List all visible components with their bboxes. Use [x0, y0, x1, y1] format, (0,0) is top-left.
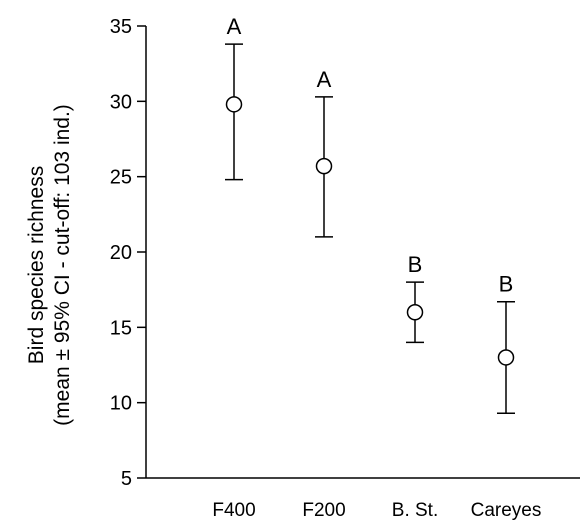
plot-area: 5 10 15 20 25 30 35 F400 F200 B. St. Careyes A A B B — [110, 14, 580, 521]
y-tick-label: 25 — [110, 167, 132, 189]
mean-point — [225, 96, 243, 113]
group-letter-label: B — [408, 252, 423, 277]
y-axis-label-line2: (mean ± 95% CI - cut-off: 103 ind.) — [51, 104, 74, 426]
mean-point — [406, 304, 424, 321]
x-tick-label: F400 — [212, 500, 255, 521]
x-tick-label: Careyes — [471, 500, 542, 521]
group-letter-label: A — [317, 67, 332, 92]
y-tick-label: 15 — [110, 317, 132, 339]
mean-point — [315, 157, 333, 175]
y-axis-label-line1: Bird species richness — [25, 166, 48, 364]
x-tick-label: F200 — [302, 500, 345, 521]
y-tick-label: 30 — [110, 91, 132, 113]
y-axis-title: Bird species richness (mean ± 95% CI - c… — [25, 104, 74, 426]
y-tick-label: 10 — [110, 393, 132, 415]
y-tick-label: 35 — [110, 16, 132, 38]
y-tick-label: 5 — [121, 468, 132, 490]
group-letter-label: A — [227, 14, 242, 39]
y-tick-label: 20 — [110, 242, 132, 264]
mean-point — [497, 349, 515, 366]
group-letter-label: B — [499, 272, 514, 297]
x-tick-label: B. St. — [392, 500, 438, 521]
